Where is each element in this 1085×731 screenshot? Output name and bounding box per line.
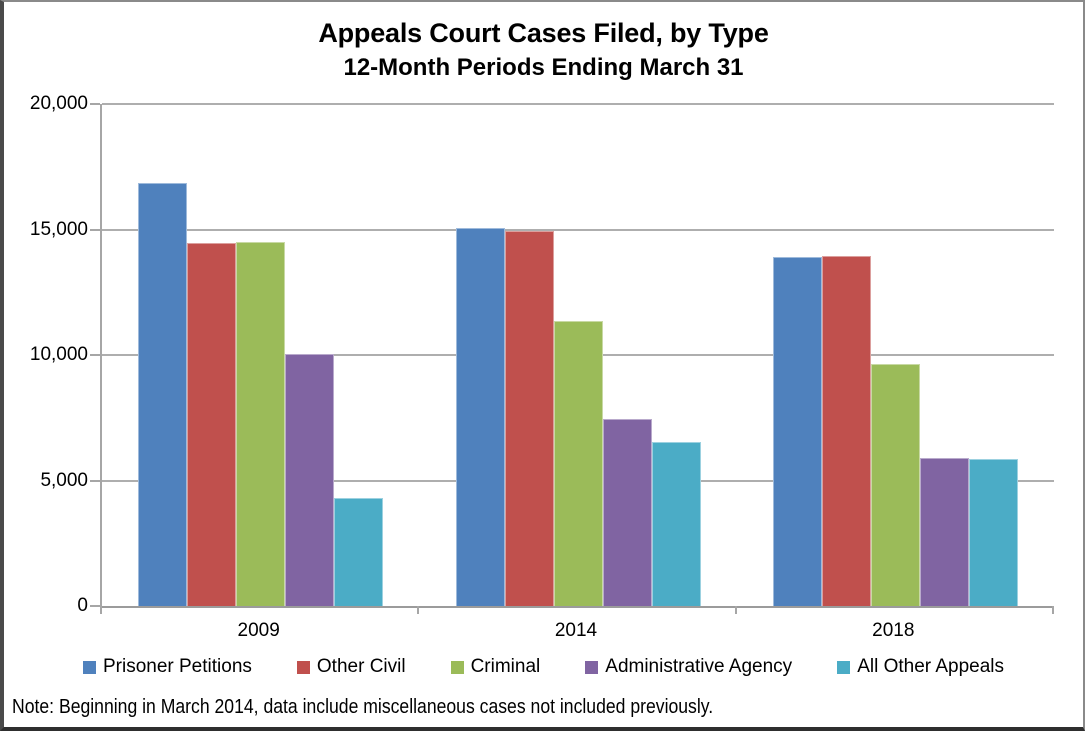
legend-item-other-civil: Other Civil — [296, 656, 406, 678]
x-axis-tick — [100, 606, 102, 614]
bar-criminal-2018 — [870, 363, 920, 606]
legend-label: Prisoner Petitions — [102, 656, 252, 677]
bar-administrative-agency-2014 — [602, 419, 652, 606]
x-axis-label-2009: 2009 — [237, 620, 280, 641]
y-axis-tick — [90, 228, 100, 231]
y-axis-tick — [90, 479, 100, 482]
y-axis-tick — [90, 354, 100, 356]
x-axis-label-2014: 2014 — [554, 620, 598, 641]
legend-label: Administrative Agency — [605, 656, 793, 677]
gridline-15000 — [102, 228, 1054, 231]
chart-title: Appeals Court Cases Filed, by Type — [318, 18, 769, 48]
bar-all-other-appeals-2018 — [968, 459, 1018, 606]
bar-prisoner-petitions-2009 — [138, 183, 188, 606]
bar-other-civil-2014 — [504, 230, 554, 606]
bar-administrative-agency-2009 — [285, 353, 335, 606]
legend-item-prisoner-petitions: Prisoner Petitions — [82, 656, 252, 678]
legend-swatch-icon — [837, 660, 851, 674]
y-axis-label: 10,000 — [29, 344, 88, 365]
legend-swatch-icon — [82, 660, 96, 674]
footnote: Note: Beginning in March 2014, data incl… — [12, 696, 714, 718]
legend-item-administrative-agency: Administrative Agency — [585, 656, 792, 678]
bar-prisoner-petitions-2018 — [772, 257, 822, 606]
bar-prisoner-petitions-2014 — [455, 228, 505, 606]
legend-swatch-icon — [585, 660, 599, 674]
bar-other-civil-2009 — [187, 243, 237, 606]
x-axis-tick — [734, 606, 737, 614]
y-axis-label: 5,000 — [40, 469, 88, 491]
legend-swatch-icon — [450, 660, 464, 674]
y-axis-label: 0 — [77, 595, 88, 616]
legend-label: Criminal — [470, 656, 541, 677]
y-axis-tick — [90, 103, 100, 105]
bar-criminal-2009 — [236, 242, 286, 606]
legend-item-criminal: Criminal — [450, 656, 541, 678]
plot-area — [100, 103, 1054, 608]
legend-swatch-icon — [296, 660, 310, 674]
y-axis-label: 15,000 — [29, 218, 88, 240]
y-axis-label: 20,000 — [29, 93, 88, 114]
gridline-20000 — [102, 103, 1054, 105]
bar-administrative-agency-2018 — [919, 457, 969, 606]
legend-item-all-other-appeals: All Other Appeals — [837, 656, 1004, 678]
legend: Prisoner Petitions Other Civil Criminal Adm… — [4, 656, 1083, 678]
bar-all-other-appeals-2009 — [334, 498, 384, 606]
legend-label: All Other Appeals — [857, 656, 1004, 677]
x-axis-tick — [1052, 606, 1054, 614]
chart-subtitle: 12-Month Periods Ending March 31 — [343, 54, 744, 81]
bar-other-civil-2018 — [821, 255, 871, 606]
x-axis-tick — [417, 606, 420, 614]
bar-all-other-appeals-2014 — [651, 441, 701, 606]
bar-criminal-2014 — [553, 321, 603, 606]
x-axis-label-2018: 2018 — [872, 620, 915, 641]
y-axis-tick — [90, 605, 100, 607]
legend-label: Other Civil — [316, 656, 406, 677]
